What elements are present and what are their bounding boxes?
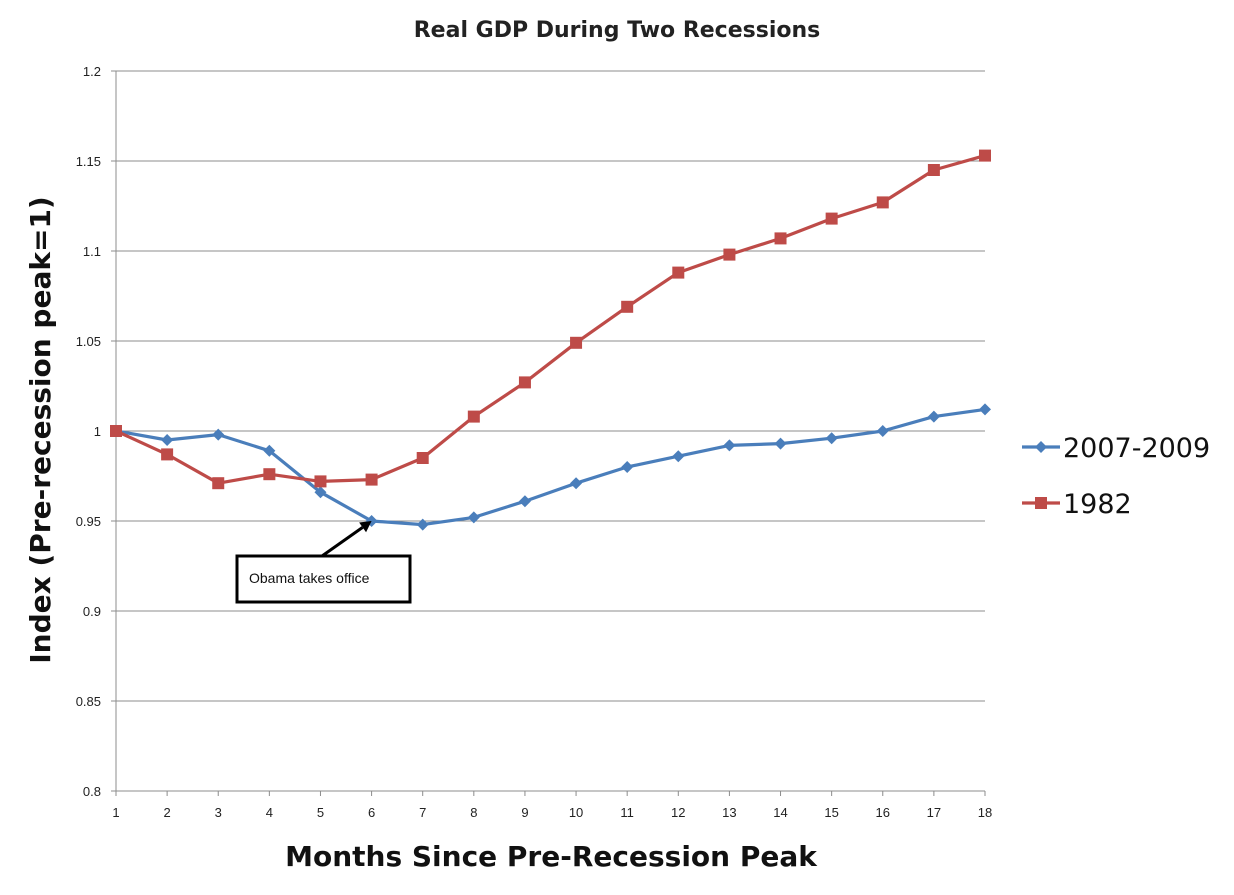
- data-point-1982: [876, 196, 889, 209]
- data-point-2007-2009: [467, 511, 480, 524]
- x-tick-label: 12: [671, 805, 685, 820]
- legend-marker: [1035, 497, 1047, 509]
- x-tick-label: 15: [824, 805, 838, 820]
- legend-marker: [1035, 441, 1047, 453]
- data-point-2007-2009: [927, 410, 940, 423]
- data-point-1982: [110, 425, 122, 437]
- data-point-1982: [161, 448, 174, 461]
- x-tick-label: 3: [215, 805, 222, 820]
- annotation-label: Obama takes office: [249, 570, 370, 586]
- series-line-2007-2009: [115, 407, 986, 527]
- y-tick-label: 0.9: [83, 604, 101, 619]
- x-tick-label: 17: [927, 805, 941, 820]
- data-point-2007-2009: [263, 444, 276, 457]
- data-point-2007-2009: [979, 403, 991, 416]
- x-tick-label: 14: [773, 805, 787, 820]
- data-point-1982: [927, 164, 940, 176]
- x-tick-label: 10: [569, 805, 583, 820]
- data-point-1982: [365, 473, 378, 486]
- data-point-1982: [723, 248, 736, 261]
- y-tick-label: 0.8: [83, 784, 101, 799]
- x-tick-label: 13: [722, 805, 736, 820]
- data-point-1982: [570, 336, 583, 349]
- legend-label: 1982: [1063, 489, 1132, 520]
- data-point-2007-2009: [416, 518, 429, 531]
- x-tick-label: 4: [266, 805, 273, 820]
- data-point-2007-2009: [161, 434, 174, 446]
- y-tick-label: 1.05: [76, 334, 101, 349]
- data-point-1982: [672, 266, 685, 279]
- gridlines: [116, 70, 985, 702]
- x-tick-label: 18: [978, 805, 992, 820]
- data-point-2007-2009: [825, 432, 838, 445]
- data-point-1982: [774, 232, 787, 245]
- data-point-2007-2009: [314, 486, 327, 499]
- x-tick-label: 5: [317, 805, 324, 820]
- data-point-2007-2009: [518, 495, 531, 508]
- data-point-1982: [979, 149, 991, 162]
- x-tick-label: 16: [876, 805, 890, 820]
- legend: 2007-2009 1982: [1022, 433, 1210, 520]
- data-point-1982: [518, 376, 531, 389]
- data-point-2007-2009: [723, 439, 736, 452]
- chart-title: Real GDP During Two Recessions: [414, 18, 821, 43]
- x-tick-label: 7: [419, 805, 426, 820]
- x-tick-label: 9: [521, 805, 528, 820]
- series-layer: [110, 149, 991, 531]
- data-point-1982: [621, 300, 634, 313]
- x-tick-label: 2: [164, 805, 171, 820]
- x-tick-label: 6: [368, 805, 375, 820]
- y-tick-label: 1.15: [76, 154, 101, 169]
- y-tick-label: 0.95: [76, 514, 101, 529]
- data-point-1982: [263, 468, 276, 481]
- y-axis-title: Index (Pre-recession peak=1): [24, 196, 57, 663]
- x-axis-ticks: 1 2 3 4 5 6 7 8 9 10 11 12 13 14 15 16 17 18: [112, 791, 992, 820]
- data-point-2007-2009: [621, 461, 634, 473]
- data-point-2007-2009: [774, 437, 787, 450]
- data-point-2007-2009: [672, 450, 685, 463]
- x-tick-label: 8: [470, 805, 477, 820]
- series-line-1982: [115, 154, 986, 485]
- y-tick-label: 1: [94, 424, 101, 439]
- annotation-arrow-line: [321, 526, 364, 558]
- y-tick-label: 1.1: [83, 244, 101, 259]
- data-point-2007-2009: [570, 477, 583, 490]
- y-tick-label: 0.85: [76, 694, 101, 709]
- x-tick-label: 1: [112, 805, 119, 820]
- data-point-1982: [825, 212, 838, 225]
- x-tick-label: 11: [620, 805, 634, 820]
- data-point-1982: [314, 475, 327, 488]
- data-point-1982: [416, 452, 429, 464]
- data-point-1982: [212, 477, 225, 490]
- x-axis-title: Months Since Pre-Recession Peak: [285, 840, 818, 873]
- y-axis-ticks: 0.8 0.85 0.9 0.95 1 1.05 1.1 1.15 1.2: [76, 64, 116, 799]
- legend-label: 2007-2009: [1063, 433, 1210, 464]
- annotation: Obama takes office: [235, 521, 412, 604]
- annotation-arrow-head: [359, 521, 372, 533]
- y-tick-label: 1.2: [83, 64, 101, 79]
- data-point-2007-2009: [212, 428, 225, 441]
- data-point-1982: [467, 410, 480, 423]
- data-point-2007-2009: [876, 425, 889, 437]
